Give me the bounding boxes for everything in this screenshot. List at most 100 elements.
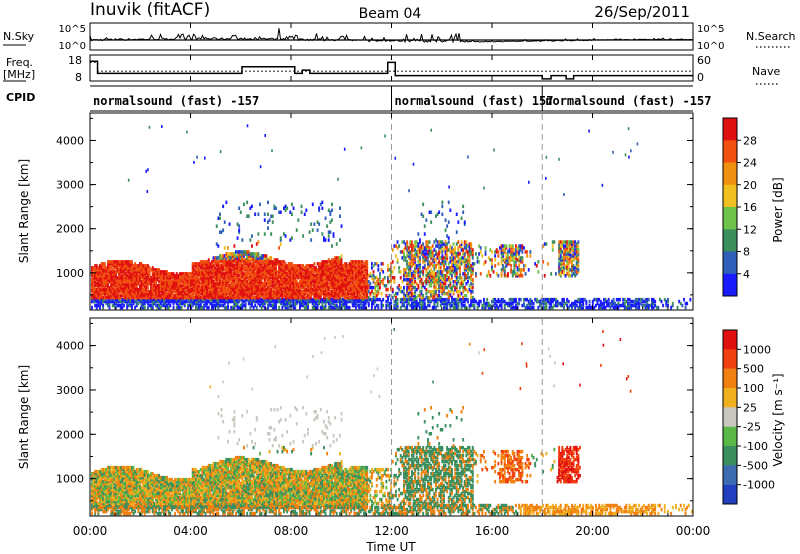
heatmap-cell (193, 299, 196, 304)
heatmap-cell (99, 274, 101, 278)
heatmap-cell (105, 287, 108, 292)
heatmap-cell (212, 258, 215, 262)
heatmap-cell (132, 301, 135, 306)
heatmap-cell (127, 262, 130, 266)
heatmap-cell (100, 289, 103, 294)
heatmap-cell (132, 295, 135, 300)
heatmap-cell (113, 297, 116, 302)
heatmap-cell (169, 291, 172, 296)
heatmap-cell (94, 289, 97, 294)
heatmap-cell (164, 276, 167, 280)
heatmap-cell (102, 287, 105, 292)
heatmap-cell (116, 264, 119, 268)
heatmap-cell (99, 278, 101, 282)
heatmap-cell (94, 303, 97, 308)
heatmap-cell (119, 284, 122, 288)
heatmap-cell (179, 274, 181, 278)
heatmap-cell (123, 299, 125, 304)
heatmap-cell (145, 293, 148, 298)
heatmap-cell (391, 260, 394, 264)
heatmap-cell (321, 206, 324, 210)
heatmap-cell (140, 266, 143, 270)
heatmap-cell (212, 291, 215, 296)
heatmap-cell (177, 299, 180, 304)
heatmap-cell (151, 293, 154, 298)
heatmap-cell (108, 268, 111, 272)
heatmap-cell (129, 293, 132, 298)
heatmap-cell (203, 264, 205, 268)
heatmap-cell (124, 276, 127, 280)
heatmap-cell (302, 234, 305, 238)
heatmap-cell (108, 299, 111, 304)
heatmap-cell (108, 278, 111, 282)
heatmap-cell (91, 299, 93, 304)
heatmap-cell (198, 272, 201, 276)
heatmap-cell (406, 240, 409, 244)
heatmap-cell (111, 264, 114, 268)
heatmap-cell (471, 289, 474, 294)
heatmap-cell (140, 289, 143, 294)
heatmap-cell (196, 301, 199, 306)
heatmap-cell (155, 287, 157, 292)
heatmap-cell (151, 284, 154, 288)
heatmap-cell (132, 264, 135, 268)
heatmap-cell (199, 262, 202, 266)
heatmap-cell (153, 274, 156, 278)
heatmap-cell (116, 293, 119, 298)
heatmap-cell (108, 291, 111, 296)
heatmap-cell (119, 305, 122, 310)
heatmap-cell (142, 293, 145, 298)
heatmap-cell (369, 282, 372, 286)
heatmap-cell (175, 285, 178, 290)
heatmap-cell (420, 278, 423, 282)
heatmap-cell (214, 297, 217, 302)
heatmap-cell (167, 285, 170, 290)
heatmap-cell (203, 305, 205, 310)
heatmap-cell (102, 282, 105, 286)
heatmap-cell (267, 200, 269, 205)
heatmap-cell (195, 264, 197, 268)
heatmap-cell (103, 287, 106, 292)
heatmap-cell (103, 266, 106, 270)
heatmap-cell (150, 268, 153, 272)
heatmap-cell (167, 299, 170, 304)
heatmap-cell (206, 268, 209, 272)
heatmap-cell (132, 268, 135, 272)
heatmap-cell (203, 272, 205, 276)
heatmap-cell (108, 266, 111, 270)
heatmap-cell (172, 282, 175, 286)
heatmap-cell (124, 266, 127, 270)
heatmap-cell (143, 301, 146, 306)
heatmap-cell (127, 280, 130, 284)
heatmap-cell (171, 287, 173, 292)
heatmap-cell (193, 282, 196, 286)
heatmap-cell (195, 284, 197, 288)
heatmap-cell (396, 297, 399, 302)
heatmap-cell (167, 305, 170, 310)
heatmap-cell (335, 242, 338, 246)
heatmap-cell (137, 297, 140, 302)
heatmap-cell (188, 272, 191, 276)
heatmap-cell (107, 297, 109, 302)
heatmap-cell (209, 274, 212, 278)
heatmap-cell (121, 278, 124, 282)
heatmap-cell (199, 291, 202, 296)
heatmap-cell (95, 291, 98, 296)
heatmap-cell (195, 266, 197, 270)
heatmap-cell (193, 278, 196, 282)
heatmap-cell (479, 272, 482, 276)
heatmap-cell (185, 293, 188, 298)
heatmap-cell (115, 270, 117, 274)
heatmap-cell (271, 214, 274, 218)
heatmap-cell (195, 301, 197, 306)
heatmap-cell (177, 287, 180, 292)
heatmap-cell (127, 299, 130, 304)
heatmap-cell (209, 262, 212, 266)
heatmap-cell (111, 293, 114, 298)
noise-tick-left-top: 10^5 (59, 24, 86, 35)
heatmap-cell (177, 274, 180, 278)
heatmap-cell (206, 285, 209, 290)
heatmap-cell (139, 284, 141, 288)
heatmap-cell (102, 276, 105, 280)
heatmap-cell (111, 291, 114, 296)
